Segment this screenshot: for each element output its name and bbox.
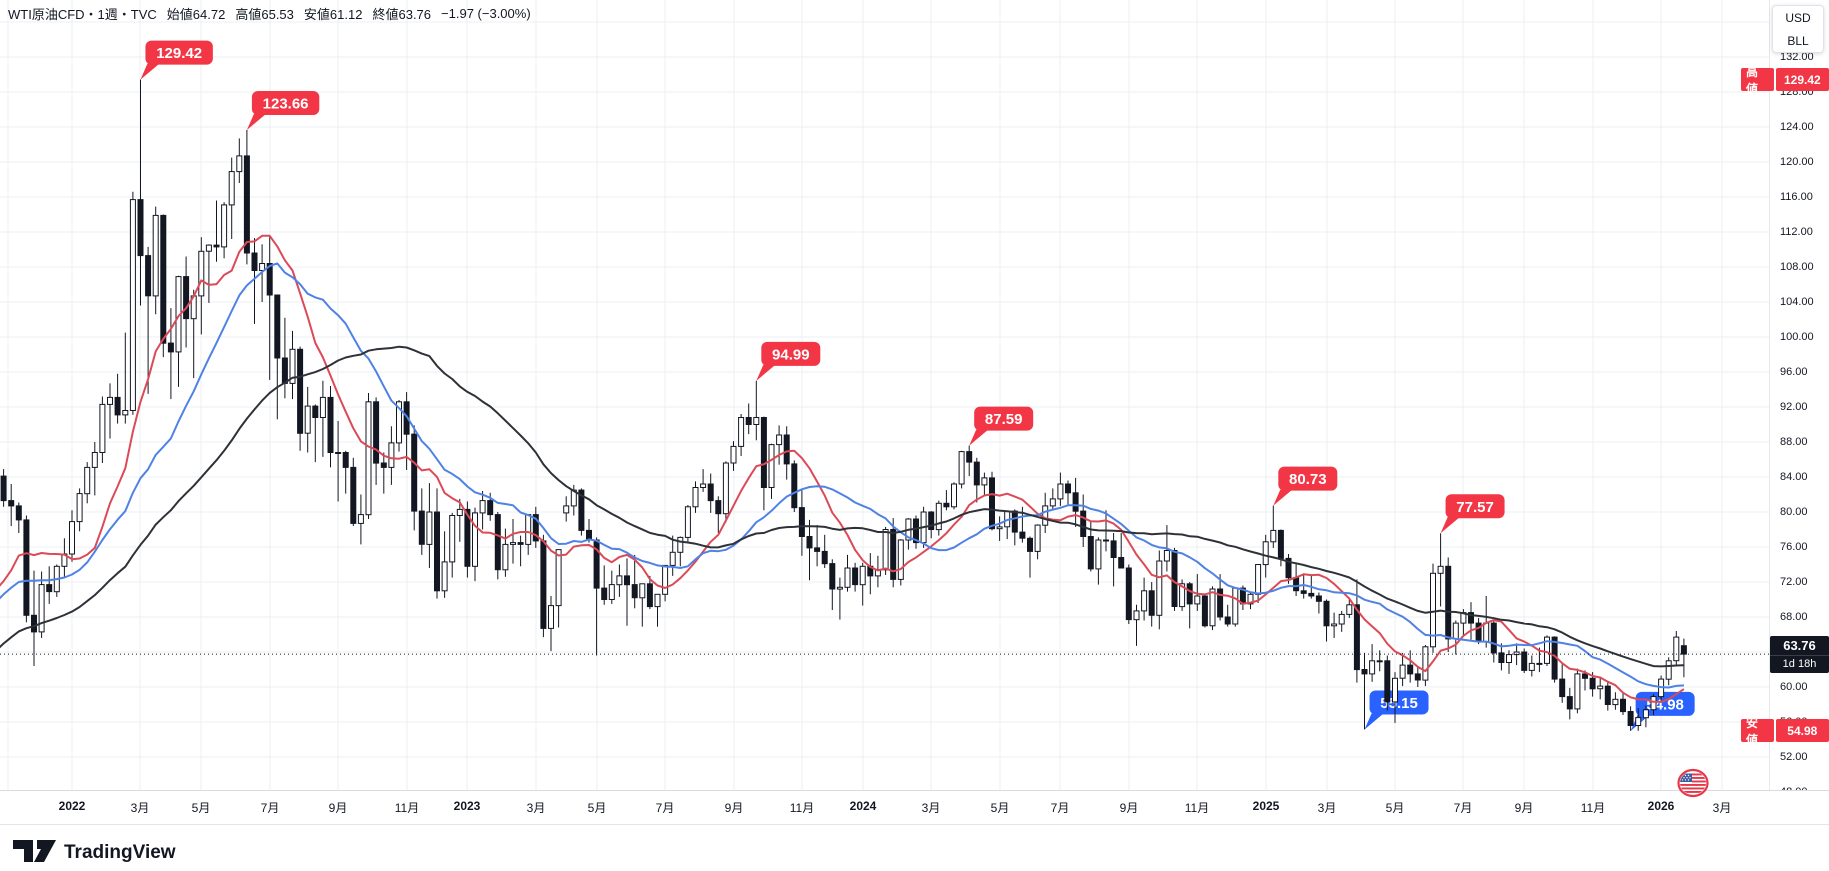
time-axis-label: 9月 bbox=[328, 801, 348, 815]
price-axis-label: 112.00 bbox=[1780, 226, 1813, 238]
time-axis-label: 2026 bbox=[1647, 799, 1675, 813]
time-axis-label: 5月 bbox=[587, 801, 607, 815]
high-tag-value: 129.42 bbox=[1775, 68, 1829, 92]
price-axis-label: 100.00 bbox=[1780, 331, 1814, 343]
time-axis-label: 3月 bbox=[1712, 801, 1732, 815]
time-axis-label: 11月 bbox=[1184, 801, 1210, 815]
low-price-callout[interactable]: 55.15 bbox=[1364, 690, 1429, 730]
price-axis-label: 104.00 bbox=[1780, 296, 1814, 308]
high-price-callout[interactable]: 77.57 bbox=[1440, 494, 1505, 534]
price-axis-label: 92.00 bbox=[1780, 401, 1808, 413]
time-axis[interactable]: 2022 3月 5月 7月 9月 11月 2023 3月 5月 7月 9月 11月 2024 3月 5月 7月… bbox=[0, 790, 1829, 825]
price-axis-label: 60.00 bbox=[1780, 681, 1808, 693]
low-tag-value: 54.98 bbox=[1775, 719, 1829, 743]
high-price-callout[interactable]: 129.42 bbox=[140, 40, 213, 80]
time-axis-label: 7月 bbox=[260, 801, 280, 815]
time-axis-label: 9月 bbox=[1119, 801, 1139, 815]
bar-countdown: 1d 18h bbox=[1770, 654, 1829, 673]
ohlc-high: 高値65.53 bbox=[235, 7, 294, 22]
svg-text:123.66: 123.66 bbox=[263, 95, 309, 112]
symbol-header: WTI原油CFD・1週・TVC 始値64.72 高値65.53 安値61.12 … bbox=[8, 4, 531, 23]
price-axis-label: 80.00 bbox=[1780, 506, 1808, 518]
ma-line-fast[interactable] bbox=[0, 234, 1685, 703]
ohlc-open: 始値64.72 bbox=[166, 7, 226, 22]
high-price-callout[interactable]: 87.59 bbox=[969, 406, 1034, 446]
price-axis-label: 88.00 bbox=[1780, 436, 1808, 448]
time-axis-label: 3月 bbox=[130, 801, 150, 815]
tradingview-logo[interactable]: TradingView bbox=[12, 836, 252, 866]
price-axis-label: 108.00 bbox=[1780, 261, 1814, 273]
time-axis-label: 3月 bbox=[1317, 801, 1337, 815]
currency-unit-box[interactable]: USD BLL bbox=[1772, 5, 1824, 53]
price-axis-label: 96.00 bbox=[1780, 366, 1808, 378]
time-axis-label: 5月 bbox=[191, 801, 211, 815]
price-axis-label: 72.00 bbox=[1780, 576, 1808, 588]
ma-line-slow[interactable] bbox=[0, 345, 1684, 668]
time-axis-label: 5月 bbox=[1385, 801, 1405, 815]
ma-line-mid[interactable] bbox=[0, 262, 1684, 689]
svg-text:77.57: 77.57 bbox=[1456, 499, 1494, 516]
candles bbox=[0, 79, 1687, 731]
last-price-value: 63.76 bbox=[1783, 637, 1816, 653]
time-axis-label: 5月 bbox=[990, 801, 1010, 815]
price-axis-separator bbox=[1769, 0, 1770, 790]
price-axis-label: 124.00 bbox=[1780, 121, 1814, 133]
time-axis-label: 11月 bbox=[1580, 801, 1606, 815]
unit-label[interactable]: BLL bbox=[1787, 33, 1809, 48]
svg-text:94.99: 94.99 bbox=[772, 346, 810, 363]
high-price-callout[interactable]: 80.73 bbox=[1273, 466, 1338, 506]
svg-text:80.73: 80.73 bbox=[1289, 471, 1327, 488]
tradingview-logo-text: TradingView bbox=[64, 842, 176, 863]
low-tag-label: 安値 bbox=[1741, 716, 1774, 747]
time-axis-label: 7月 bbox=[1050, 801, 1070, 815]
price-axis-label: 84.00 bbox=[1780, 471, 1808, 483]
price-axis-label: 132.00 bbox=[1780, 51, 1814, 63]
low-price-axis-tag: 安値 54.98 bbox=[1741, 716, 1829, 747]
time-axis-label: 3月 bbox=[526, 801, 546, 815]
time-axis-label: 2025 bbox=[1252, 799, 1280, 813]
price-axis-label: 116.00 bbox=[1780, 191, 1813, 203]
time-axis-label: 2022 bbox=[58, 799, 86, 813]
price-axis-label: 68.00 bbox=[1780, 611, 1808, 623]
time-axis-label: 11月 bbox=[789, 801, 815, 815]
last-price-tag: 63.76 1d 18h bbox=[1770, 635, 1829, 673]
ohlc-close: 終値63.76 bbox=[372, 7, 432, 22]
svg-text:129.42: 129.42 bbox=[156, 45, 202, 62]
time-axis-label: 9月 bbox=[724, 801, 744, 815]
time-axis-label: 7月 bbox=[655, 801, 675, 815]
price-axis-label: 76.00 bbox=[1780, 541, 1808, 553]
high-price-callout[interactable]: 94.99 bbox=[756, 341, 821, 381]
symbol-title[interactable]: WTI原油CFD・1週・TVC bbox=[8, 7, 157, 22]
ohlc-low: 安値61.12 bbox=[303, 7, 363, 22]
svg-text:87.59: 87.59 bbox=[985, 411, 1023, 428]
time-axis-label: 7月 bbox=[1453, 801, 1473, 815]
high-tag-label: 高値 bbox=[1741, 65, 1774, 96]
price-axis-label: 52.00 bbox=[1780, 751, 1808, 763]
price-axis-label: 120.00 bbox=[1780, 156, 1814, 168]
price-change: −1.97 (−3.00%) bbox=[441, 6, 531, 21]
time-axis-label: 11月 bbox=[394, 801, 420, 815]
time-axis-label: 3月 bbox=[921, 801, 941, 815]
time-axis-label: 2024 bbox=[849, 799, 877, 813]
us-flag-icon bbox=[1676, 768, 1710, 803]
time-axis-label: 2023 bbox=[453, 799, 481, 813]
high-price-callout[interactable]: 123.66 bbox=[246, 90, 320, 130]
tradingview-logo-mark: TradingView bbox=[13, 840, 176, 863]
currency-label[interactable]: USD bbox=[1785, 10, 1811, 25]
high-price-axis-tag: 高値 129.42 bbox=[1741, 65, 1829, 96]
time-axis-label: 9月 bbox=[1514, 801, 1534, 815]
